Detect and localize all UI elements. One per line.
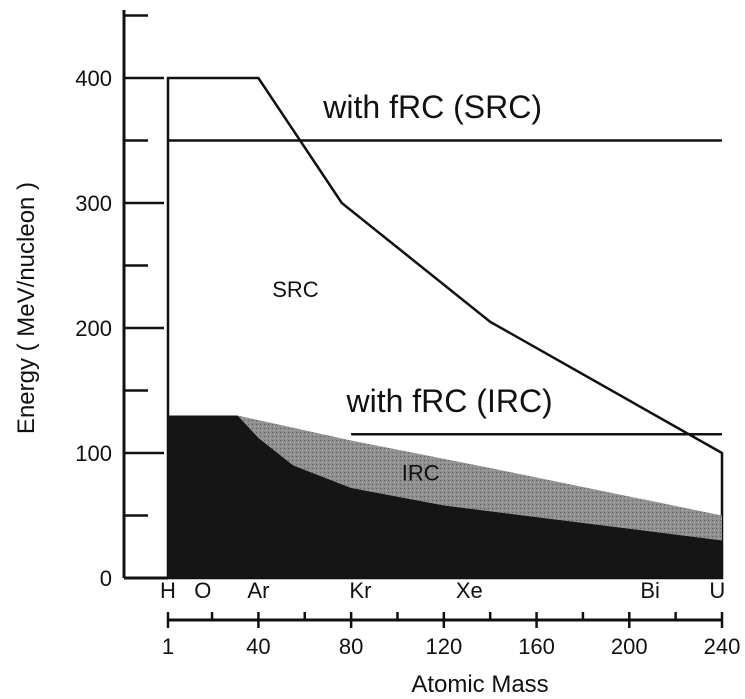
region-label-src: SRC (272, 277, 319, 302)
y-tick-label: 300 (75, 191, 112, 216)
region-below-irc (168, 415, 722, 578)
x-axis-title: Atomic Mass (411, 671, 548, 698)
element-label-h: H (160, 578, 176, 603)
x-tick-label: 240 (704, 634, 741, 659)
x-tick-label: 1 (162, 634, 174, 659)
x-tick-label: 200 (611, 634, 648, 659)
y-tick-label: 100 (75, 441, 112, 466)
element-label-ar: Ar (247, 578, 269, 603)
y-tick-label: 200 (75, 316, 112, 341)
labels-layer: SRC IRC with fRC (SRC) with fRC (IRC) 0 100 20… (75, 66, 740, 659)
x-tick-label: 80 (339, 634, 363, 659)
x-tick-label: 40 (246, 634, 270, 659)
y-tick-label: 400 (75, 66, 112, 91)
regions-layer (166, 76, 724, 580)
y-axis-title: Energy ( MeV/nucleon ) (13, 182, 40, 434)
element-label-u: U (709, 578, 725, 603)
reference-line-label-1: with fRC (IRC) (345, 383, 552, 419)
reference-lines-layer (168, 139, 722, 436)
element-label-o: O (194, 578, 211, 603)
x-tick-label: 120 (425, 634, 462, 659)
axes-layer (122, 10, 724, 628)
y-tick-label: 0 (100, 566, 112, 591)
x-tick-label: 160 (518, 634, 555, 659)
element-label-kr: Kr (349, 578, 371, 603)
region-label-irc: IRC (402, 461, 440, 486)
element-label-xe: Xe (456, 578, 483, 603)
element-label-bi: Bi (640, 578, 660, 603)
reference-line-label-0: with fRC (SRC) (322, 89, 542, 125)
